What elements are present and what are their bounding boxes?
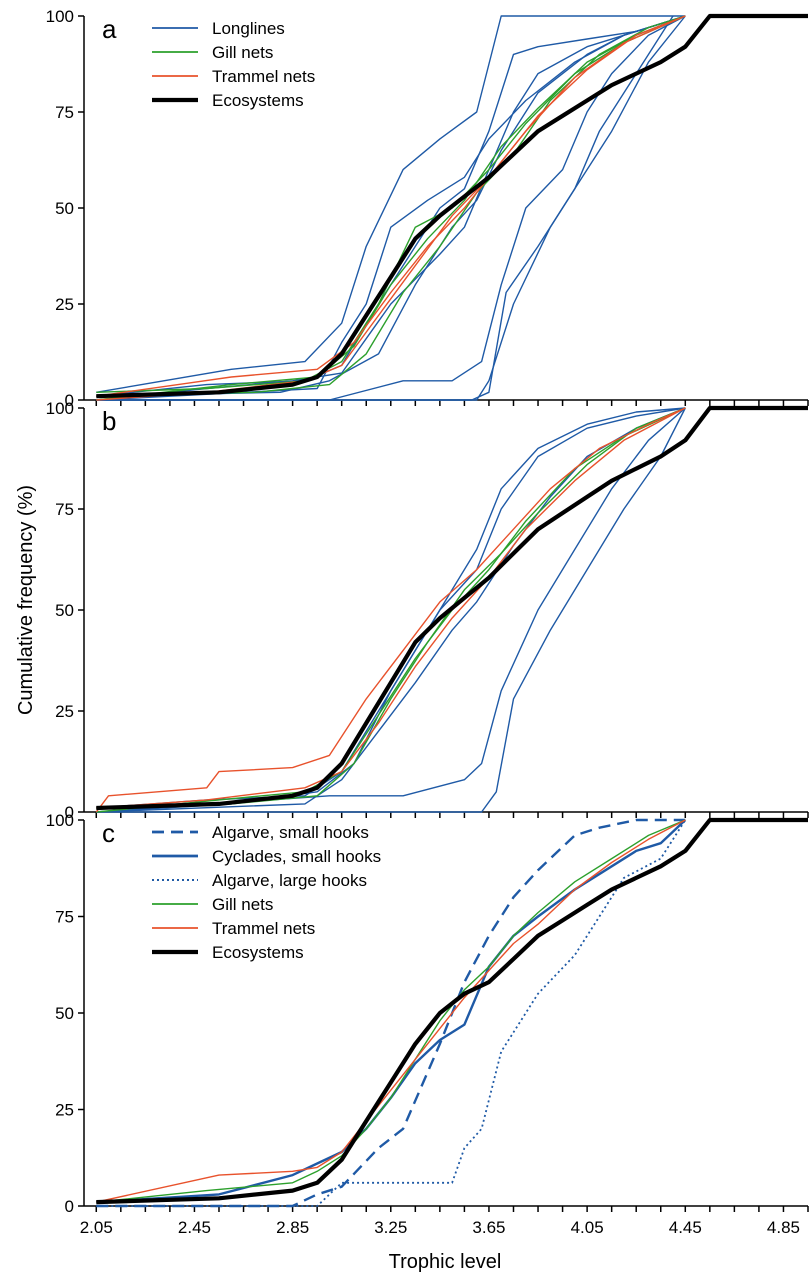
x-tick-label: 4.05 (571, 1218, 604, 1237)
series-line (96, 407, 686, 813)
legend-label: Gill nets (212, 43, 273, 62)
series-line (96, 13, 808, 399)
y-tick-label: 0 (65, 391, 74, 410)
x-tick-label: 2.45 (178, 1218, 211, 1237)
series-line (96, 15, 686, 401)
y-tick-label: 0 (65, 803, 74, 822)
series-line (95, 407, 686, 813)
series-line (96, 15, 686, 397)
legend-label: Trammel nets (212, 919, 315, 938)
legend-label: Cyclades, small hooks (212, 847, 381, 866)
panel-c: 0 25 50 75 100 2.05 2.45 2.85 3.25 3.65 4.05 4.45 4.… (46, 811, 809, 1237)
series-line (96, 15, 686, 401)
y-tick-label: 25 (55, 295, 74, 314)
series-line (96, 819, 687, 1204)
y-tick-label: 25 (55, 1101, 74, 1120)
series-line (96, 407, 686, 809)
legend-label: Algarve, large hooks (212, 871, 367, 890)
series-line (96, 407, 686, 813)
series-line (96, 407, 686, 813)
y-tick-label: 25 (55, 702, 74, 721)
series-line (96, 817, 808, 1205)
legend-label: Gill nets (212, 895, 273, 914)
panels: 0 25 50 75 100 a Longlines Gill nets Trammel net… (46, 7, 809, 1237)
y-tick-label: 75 (55, 500, 74, 519)
y-tick-label: 75 (55, 908, 74, 927)
series-line (96, 407, 686, 809)
x-axis-title: Trophic level (389, 1251, 502, 1273)
panel-letter: c (102, 818, 115, 848)
series-line (96, 407, 686, 813)
x-tick-label: 3.25 (374, 1218, 407, 1237)
x-tick-label: 2.05 (80, 1218, 113, 1237)
series-line (96, 407, 686, 809)
legend-label: Ecosystems (212, 943, 304, 962)
y-tick-label: 0 (65, 1197, 74, 1216)
panel-a: 0 25 50 75 100 a Longlines Gill nets Trammel net… (46, 7, 809, 410)
series-line (96, 15, 686, 397)
series-line (96, 819, 687, 1207)
legend: Algarve, small hooks Cyclades, small hook… (152, 823, 381, 962)
series-line (96, 15, 686, 401)
panel-letter: b (102, 406, 116, 436)
y-tick-label: 100 (46, 811, 74, 830)
y-tick-label: 100 (46, 7, 74, 26)
y-tick-label: 50 (55, 199, 74, 218)
panel-letter: a (102, 14, 117, 44)
series-line (96, 15, 686, 401)
y-tick-label: 100 (46, 399, 74, 418)
y-tick-label: 75 (55, 103, 74, 122)
series-line (96, 15, 686, 393)
series-line (96, 15, 686, 393)
legend-label: Algarve, small hooks (212, 823, 369, 842)
series-line (96, 405, 808, 811)
x-tick-label: 4.45 (669, 1218, 702, 1237)
series-line (96, 819, 686, 1203)
x-tick-label: 4.85 (767, 1218, 800, 1237)
series-line (96, 818, 686, 1208)
series-line (96, 407, 686, 813)
series-line (96, 15, 686, 397)
x-tick-label: 2.85 (276, 1218, 309, 1237)
series-line (96, 15, 686, 401)
y-axis-title: Cumulative frequency (%) (15, 485, 37, 715)
y-tick-label: 50 (55, 1004, 74, 1023)
series-line (96, 15, 686, 397)
legend: Longlines Gill nets Trammel nets Ecosystems (152, 19, 315, 110)
legend-label: Longlines (212, 19, 285, 38)
series-line (96, 15, 686, 401)
y-tick-label: 50 (55, 601, 74, 620)
legend-label: Ecosystems (212, 91, 304, 110)
panel-b: 0 25 50 75 100 b (46, 399, 809, 822)
x-tick-label: 3.65 (472, 1218, 505, 1237)
legend-label: Trammel nets (212, 67, 315, 86)
series-line (96, 819, 686, 1203)
